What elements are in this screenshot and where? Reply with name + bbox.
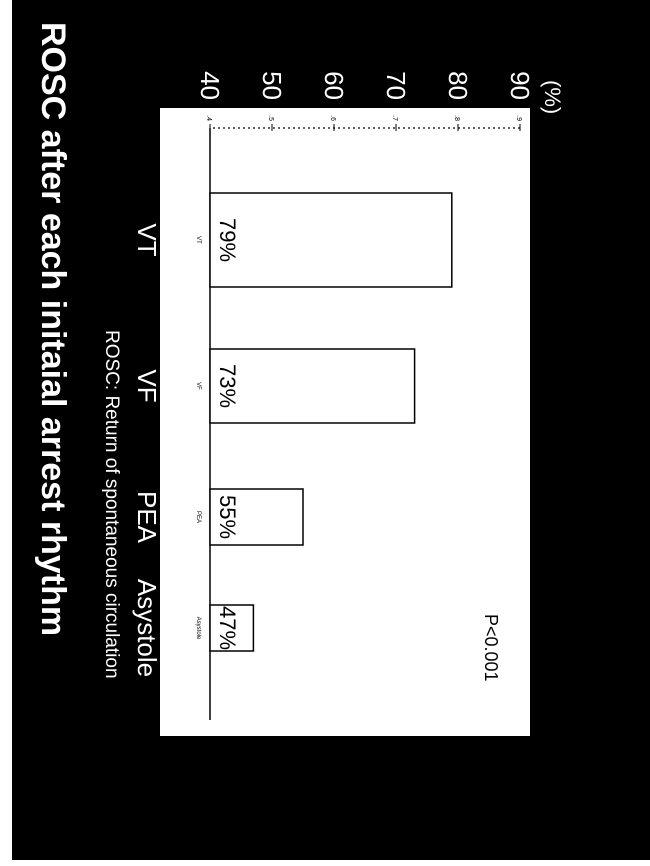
y-tick-inner-label: .8 [453,115,460,121]
y-tick-inner-label: .5 [267,115,274,121]
bar [209,192,453,288]
y-tick-label: 70 [381,71,411,100]
p-value-annotation: P<0.001 [481,614,501,682]
y-tick-label: 80 [443,71,473,100]
chart-caption: ROSC: Return of spontaneous circulation [101,330,122,679]
slide-title: ROSC after each initaial arrest rhythm [34,22,72,637]
bar [209,488,304,546]
bar [209,348,416,424]
bar-data-label: 73% [215,364,240,408]
bar-data-label: 47% [215,606,240,650]
y-tick-label: 40 [195,71,225,100]
y-axis-unit-label: (%) [540,80,565,115]
x-tick-inner-label: VT [195,236,201,244]
x-tick-inner-label: VF [195,382,201,390]
x-tick-inner-label: PEA [195,511,201,523]
y-tick-inner-label: .4 [205,115,212,121]
x-tick-inner-label: Asystole [195,617,201,640]
y-tick-label: 90 [505,71,535,100]
y-tick-inner-label: .9 [515,115,522,121]
bar-data-label: 79% [215,218,240,262]
bar-data-label: 55% [215,495,240,539]
x-category-label: PEA [132,491,162,544]
bar [209,604,255,652]
y-tick-label: 60 [319,71,349,100]
x-category-label: VF [132,369,162,402]
y-tick-inner-label: .7 [391,115,398,121]
y-tick-label: 50 [257,71,287,100]
x-category-label: VT [132,223,162,256]
x-category-label: Asystole [132,579,162,677]
y-tick-inner-label: .6 [329,115,336,121]
